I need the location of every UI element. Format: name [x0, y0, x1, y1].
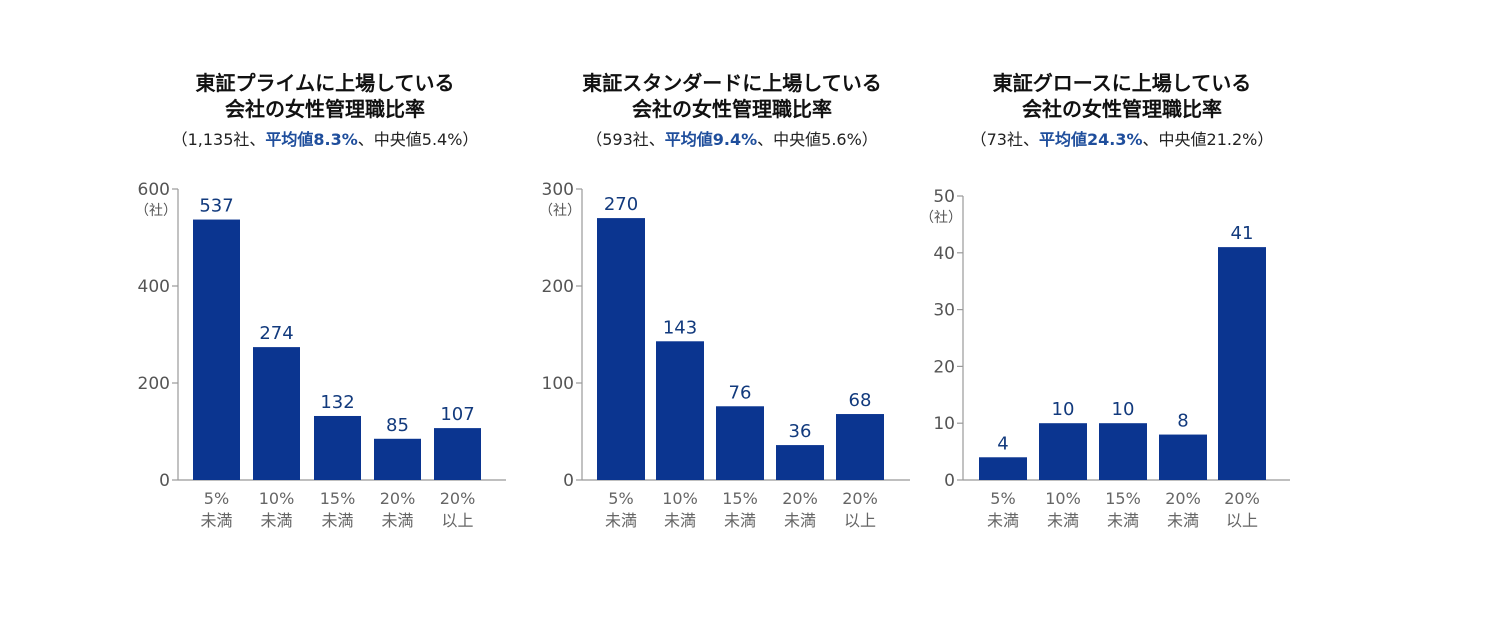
chart-3-category-label-line-1: 15% [1105, 489, 1141, 508]
chart-3-category-label-line-2: 未満 [1167, 511, 1199, 530]
chart-1-category-label-line-1: 10% [259, 489, 295, 508]
chart-3-y-tick-label: 30 [933, 301, 955, 321]
chart-2-bar [597, 218, 645, 480]
chart-2-title-line-1: 東証スタンダードに上場している [582, 71, 882, 95]
chart-3-title-line-2: 会社の女性管理職比率 [1022, 97, 1222, 121]
chart-1-title-line-2: 会社の女性管理職比率 [225, 97, 425, 121]
chart-1-value-label: 107 [440, 404, 474, 425]
chart-1-subtitle-median: 、中央値5.4%） [357, 130, 479, 149]
chart-1-value-label: 537 [199, 196, 233, 217]
chart-3-y-tick-label: 40 [933, 244, 955, 264]
chart-1-category-label-line-2: 未満 [260, 511, 292, 530]
chart-3-category-label-line-2: 未満 [987, 511, 1019, 530]
chart-1-y-tick-label: 200 [138, 374, 170, 394]
chart-2-bar [716, 406, 764, 480]
chart-3-y-tick-label: 20 [933, 357, 955, 377]
chart-2-value-label: 36 [789, 421, 812, 442]
chart-1-subtitle-mean: 平均値8.3% [265, 130, 358, 149]
chart-1-y-tick-label: 400 [138, 277, 170, 297]
chart-2-category-label-line-1: 15% [722, 489, 758, 508]
chart-3-bar [1159, 434, 1207, 480]
chart-2-y-tick-label: 300 [542, 180, 574, 200]
chart-3-y-unit-label: （社） [920, 210, 962, 226]
chart-2-bar [836, 414, 884, 480]
chart-3-y-tick-label: 0 [944, 471, 955, 491]
chart-1-category-label-line-2: 未満 [200, 511, 232, 530]
chart-2-bar [656, 341, 704, 480]
chart-3-bar [979, 457, 1027, 480]
chart-1-value-label: 85 [386, 415, 409, 436]
chart-1-category-label-line-2: 未満 [321, 511, 353, 530]
chart-1-title: 東証プライムに上場している 会社の女性管理職比率 [115, 70, 535, 122]
chart-2-category-label-line-2: 未満 [664, 511, 696, 530]
chart-2-value-label: 270 [604, 194, 638, 215]
chart-1-category-label-line-1: 20% [440, 489, 476, 508]
chart-3-subtitle-count: （73社、 [970, 130, 1039, 149]
chart-3-category-label-line-2: 以上 [1226, 511, 1258, 530]
chart-1-category-label-line-2: 未満 [381, 511, 413, 530]
chart-2-value-label: 143 [663, 317, 697, 338]
chart-3-value-label: 41 [1231, 223, 1254, 244]
chart-2-category-label-line-1: 5% [608, 489, 633, 508]
chart-3-y-tick-label: 10 [933, 414, 955, 434]
chart-3-subtitle-mean: 平均値24.3% [1039, 130, 1143, 149]
chart-1-bar [434, 428, 481, 480]
chart-3-title: 東証グロースに上場している 会社の女性管理職比率 [912, 70, 1332, 122]
chart-3-y-tick-label: 50 [933, 187, 955, 207]
chart-2-value-label: 68 [849, 390, 872, 411]
chart-2-title-line-2: 会社の女性管理職比率 [632, 97, 832, 121]
chart-3-bar [1218, 247, 1266, 480]
chart-3-bar [1039, 423, 1087, 480]
chart-3-category-label-line-1: 20% [1165, 489, 1201, 508]
chart-1-subtitle: （1,135社、平均値8.3%、中央値5.4%） [115, 126, 535, 150]
chart-2-bar [776, 445, 824, 480]
chart-3-category-label-line-1: 10% [1045, 489, 1081, 508]
chart-3-bar [1099, 423, 1147, 480]
chart-1-bar [374, 438, 421, 480]
chart-3-category-label-line-1: 20% [1224, 489, 1260, 508]
chart-1-title-line-1: 東証プライムに上場している [195, 71, 455, 95]
chart-2-y-unit-label: （社） [539, 203, 581, 219]
chart-3-subtitle: （73社、平均値24.3%、中央値21.2%） [912, 126, 1332, 150]
chart-2-subtitle-count: （593社、 [586, 130, 665, 149]
chart-2-title: 東証スタンダードに上場している 会社の女性管理職比率 [522, 70, 942, 122]
chart-3-subtitle-median: 、中央値21.2%） [1142, 130, 1274, 149]
chart-1-bar [253, 347, 300, 480]
chart-3-value-label: 10 [1052, 399, 1075, 420]
chart-1-value-label: 132 [320, 392, 354, 413]
chart-2-category-label-line-2: 以上 [844, 511, 876, 530]
chart-2-subtitle: （593社、平均値9.4%、中央値5.6%） [522, 126, 942, 150]
chart-2-category-label-line-1: 10% [662, 489, 698, 508]
chart-1-value-label: 274 [259, 323, 293, 344]
chart-1-category-label-line-1: 5% [204, 489, 229, 508]
chart-2-subtitle-mean: 平均値9.4% [664, 130, 758, 149]
chart-3-value-label: 4 [997, 433, 1008, 454]
chart-1-category-label-line-2: 以上 [441, 511, 473, 530]
chart-1-bar [193, 219, 240, 480]
chart-3-category-label-line-1: 5% [990, 489, 1015, 508]
chart-1-category-label-line-1: 20% [380, 489, 416, 508]
chart-2-category-label-line-1: 20% [842, 489, 878, 508]
chart-2-y-tick-label: 100 [542, 374, 574, 394]
chart-2-y-tick-label: 200 [542, 277, 574, 297]
chart-2-y-tick-label: 0 [563, 471, 574, 491]
chart-1-y-tick-label: 600 [138, 180, 170, 200]
chart-2-value-label: 76 [729, 382, 752, 403]
chart-1-bar [314, 415, 361, 480]
chart-2-category-label-line-1: 20% [782, 489, 818, 508]
chart-1-category-label-line-1: 15% [320, 489, 356, 508]
chart-2-subtitle-median: 、中央値5.6%） [757, 130, 878, 149]
chart-3-title-line-1: 東証グロースに上場している [992, 71, 1252, 95]
chart-3-value-label: 8 [1177, 411, 1188, 432]
chart-3-value-label: 10 [1112, 399, 1135, 420]
chart-2-category-label-line-2: 未満 [784, 511, 816, 530]
chart-3-category-label-line-2: 未満 [1047, 511, 1079, 530]
chart-2-category-label-line-2: 未満 [724, 511, 756, 530]
chart-1-y-unit-label: （社） [135, 203, 177, 219]
chart-1-y-tick-label: 0 [159, 471, 170, 491]
chart-2-category-label-line-2: 未満 [605, 511, 637, 530]
chart-1-subtitle-count: （1,135社、 [171, 130, 266, 149]
chart-3-category-label-line-2: 未満 [1107, 511, 1139, 530]
